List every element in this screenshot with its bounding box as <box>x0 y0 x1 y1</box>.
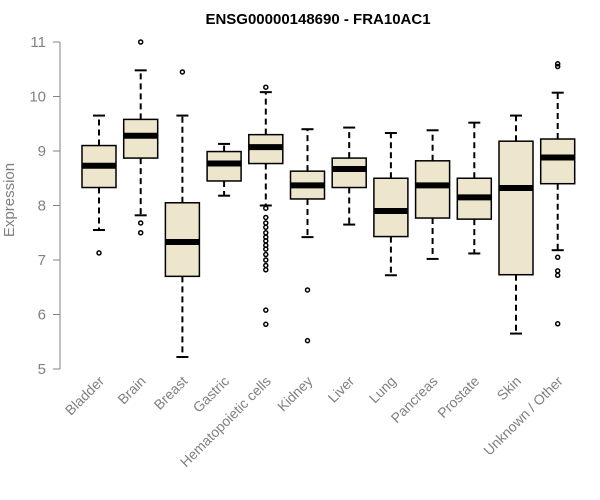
outlier-point <box>263 220 269 226</box>
box-unknown-other <box>539 61 576 327</box>
outlier-point <box>137 220 144 226</box>
iqr-box <box>331 157 367 189</box>
outlier-point <box>263 251 269 258</box>
box-bladder <box>81 114 117 256</box>
y-tick-label: 6 <box>38 307 46 324</box>
outlier-point <box>304 337 311 344</box>
x-tick-label: Bladder <box>62 373 108 419</box>
x-tick-label: Liver <box>325 373 358 406</box>
axes: 5 6 7 8 9 10 11 <box>29 34 61 378</box>
box-breast <box>164 69 201 359</box>
box-lung <box>373 132 409 277</box>
outlier-point <box>263 307 269 313</box>
outlier-point <box>263 246 269 252</box>
outlier-point <box>304 287 311 293</box>
box-gastric <box>206 142 242 197</box>
y-tick-label: 7 <box>38 252 46 269</box>
iqr-box <box>414 160 451 219</box>
outlier-point <box>263 84 269 90</box>
y-tick-label: 11 <box>30 34 46 51</box>
outlier-point <box>137 230 144 236</box>
y-axis-label: Expression <box>1 163 18 237</box>
iqr-box <box>498 140 534 276</box>
outlier-point <box>96 250 102 256</box>
outlier-point <box>263 267 269 273</box>
iqr-box <box>373 177 409 238</box>
x-tick-label: Breast <box>151 373 191 413</box>
outlier-point <box>554 272 561 279</box>
outlier-point <box>263 214 269 221</box>
y-tick-label: 10 <box>29 89 46 106</box>
outlier-point <box>263 262 269 269</box>
outlier-point <box>554 321 561 327</box>
outlier-point <box>263 238 269 244</box>
outlier-point <box>263 230 269 236</box>
x-tick-label: Skin <box>494 373 525 404</box>
box-prostate <box>456 121 493 255</box>
outlier-point <box>263 224 269 231</box>
x-tick-label: Brain <box>114 373 148 407</box>
x-tick-label: Prostate <box>434 373 482 421</box>
outlier-point <box>263 205 269 211</box>
box-pancreas <box>414 129 451 260</box>
outlier-point <box>263 257 269 263</box>
outlier-point <box>554 63 561 70</box>
box-liver <box>331 126 367 226</box>
iqr-box <box>539 138 576 185</box>
box-brain <box>122 39 159 236</box>
outlier-point <box>554 254 561 261</box>
outlier-point <box>263 321 269 328</box>
y-tick-label: 5 <box>38 361 46 378</box>
x-tick-label: Unknown / Other <box>480 373 566 459</box>
box-skin <box>498 114 534 335</box>
chart-title: ENSG00000148690 - FRA10AC1 <box>205 11 430 28</box>
boxes <box>81 39 576 359</box>
outlier-point <box>137 39 144 45</box>
y-tick-label: 9 <box>38 143 46 160</box>
y-tick-label: 8 <box>38 198 46 215</box>
outlier-point <box>554 268 561 274</box>
outlier-point <box>554 61 561 67</box>
x-tick-label: Lung <box>366 373 399 406</box>
box-hematopoietic-cells <box>248 84 284 328</box>
x-tick-label: Kidney <box>274 373 316 415</box>
outlier-point <box>179 69 186 75</box>
box-kidney <box>289 128 326 344</box>
